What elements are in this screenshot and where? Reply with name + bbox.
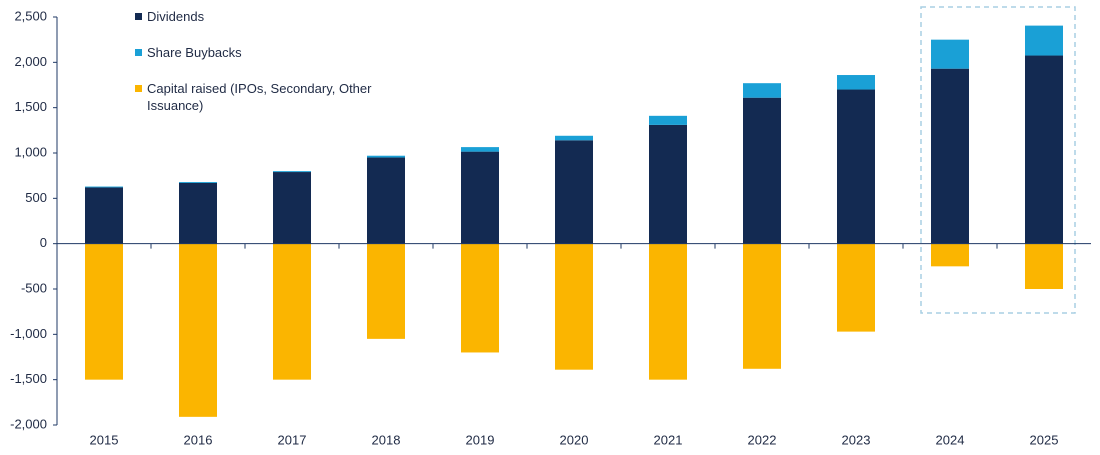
x-tick-label: 2017: [278, 432, 307, 447]
bar: [1025, 25, 1063, 56]
legend-label: Dividends: [147, 9, 205, 24]
bar: [837, 75, 875, 90]
bar: [179, 182, 217, 244]
x-tick-label: 2025: [1030, 432, 1059, 447]
bar: [649, 115, 687, 125]
bar: [1025, 55, 1063, 244]
x-tick-label: 2023: [842, 432, 871, 447]
bar: [461, 147, 499, 152]
legend-swatch: [135, 13, 142, 20]
y-tick-label: 1,500: [14, 99, 47, 114]
bar: [367, 157, 405, 244]
x-tick-label: 2020: [560, 432, 589, 447]
bar: [85, 187, 123, 244]
bar: [931, 243, 969, 267]
bar: [555, 140, 593, 244]
bar: [179, 182, 217, 183]
x-tick-label: 2021: [654, 432, 683, 447]
bar: [367, 155, 405, 158]
x-tick-label: 2018: [372, 432, 401, 447]
y-tick-label: -2,000: [10, 416, 47, 431]
legend-item: Capital raised (IPOs, Secondary, Other I…: [135, 80, 415, 114]
y-tick-label: 2,500: [14, 8, 47, 23]
y-tick-label: 2,000: [14, 54, 47, 69]
bar: [837, 243, 875, 332]
bar: [367, 243, 405, 339]
legend-label: Share Buybacks: [147, 45, 242, 60]
bar: [555, 243, 593, 370]
y-tick-label: -1,500: [10, 371, 47, 386]
legend-item: Dividends: [135, 8, 415, 25]
x-tick-label: 2016: [184, 432, 213, 447]
x-tick-label: 2019: [466, 432, 495, 447]
legend-label: Capital raised (IPOs, Secondary, Other I…: [147, 81, 372, 113]
highlight-box: [920, 6, 1076, 314]
x-tick-label: 2022: [748, 432, 777, 447]
bar: [555, 135, 593, 141]
y-tick-label: 1,000: [14, 144, 47, 159]
bar: [461, 243, 499, 353]
y-tick-label: 0: [40, 235, 47, 250]
y-tick-label: -500: [21, 280, 47, 295]
y-tick-label: 500: [25, 190, 47, 205]
bar: [931, 39, 969, 69]
bar: [743, 97, 781, 244]
bar: [837, 89, 875, 244]
bar: [179, 243, 217, 417]
legend-swatch: [135, 49, 142, 56]
y-tick-label: -1,000: [10, 326, 47, 341]
bar: [273, 172, 311, 244]
bar: [273, 243, 311, 380]
x-tick-label: 2024: [936, 432, 965, 447]
bar: [461, 151, 499, 244]
bar: [85, 186, 123, 188]
bar: [85, 243, 123, 380]
bar: [743, 243, 781, 369]
legend: Dividends Share Buybacks Capital raised (I…: [135, 8, 415, 133]
x-tick-label: 2015: [90, 432, 119, 447]
bar: [649, 243, 687, 380]
legend-item: Share Buybacks: [135, 44, 415, 61]
legend-swatch: [135, 85, 142, 92]
bar: [1025, 243, 1063, 289]
bar: [649, 124, 687, 244]
bar: [273, 171, 311, 173]
bar: [931, 68, 969, 244]
bar: [743, 83, 781, 98]
